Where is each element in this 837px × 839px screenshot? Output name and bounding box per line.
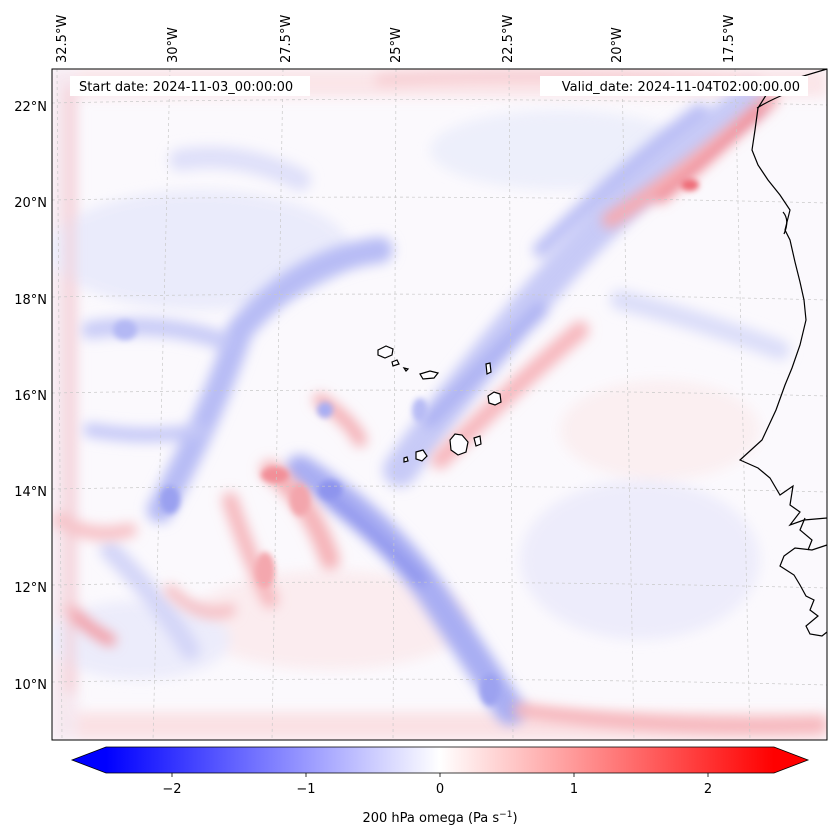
valid-date-box	[540, 76, 808, 96]
longitude-labels: 32.5°W 30°W 27.5°W 25°W 22.5°W 20°W 17.5…	[55, 15, 737, 63]
lon-label: 20°W	[610, 27, 625, 63]
lon-label: 32.5°W	[55, 15, 70, 63]
lon-label: 27.5°W	[279, 15, 294, 63]
colorbar-outline	[70, 746, 810, 774]
colorbar-tick-label: −1	[296, 782, 315, 797]
colorbar: −2 −1 0 1 2 200 hPa omega (Pa s−1)	[70, 746, 810, 826]
lat-label: 12°N	[14, 581, 47, 596]
lat-label: 18°N	[14, 293, 47, 308]
start-date-label: Start date: 2024-11-03_00:00:00	[79, 80, 293, 95]
lat-label: 20°N	[14, 196, 47, 211]
colorbar-tick-label: 1	[570, 782, 578, 797]
lon-label: 22.5°W	[501, 15, 516, 63]
map-panel: Start date: 2024-11-03_00:00:00 Valid_da…	[51, 68, 828, 741]
gridlines	[52, 69, 827, 740]
start-date-box	[70, 76, 310, 96]
lat-label: 22°N	[14, 100, 47, 115]
colorbar-gradient	[106, 747, 774, 773]
colorbar-tick-label: 0	[436, 782, 444, 797]
map-frame	[51, 68, 828, 741]
valid-date-label: Valid_date: 2024-11-04T02:00:00.00	[562, 80, 800, 95]
lon-label: 17.5°W	[722, 15, 737, 63]
lon-label: 25°W	[389, 27, 404, 63]
colorbar-ticks	[171, 773, 709, 777]
lat-label: 14°N	[14, 485, 47, 500]
omega-field	[52, 69, 827, 740]
lon-label: 30°W	[166, 27, 181, 63]
colorbar-tick-label: −2	[162, 782, 181, 797]
colorbar-extend-low	[72, 747, 106, 773]
latitude-labels: 22°N 20°N 18°N 16°N 14°N 12°N 10°N	[14, 100, 47, 693]
lat-label: 16°N	[14, 389, 47, 404]
lat-label: 10°N	[14, 678, 47, 693]
cape-verde-islands	[377, 345, 502, 463]
colorbar-label: 200 hPa omega (Pa s−1)	[362, 810, 517, 826]
colorbar-tick-label: 2	[704, 782, 712, 797]
colorbar-extend-high	[774, 747, 808, 773]
